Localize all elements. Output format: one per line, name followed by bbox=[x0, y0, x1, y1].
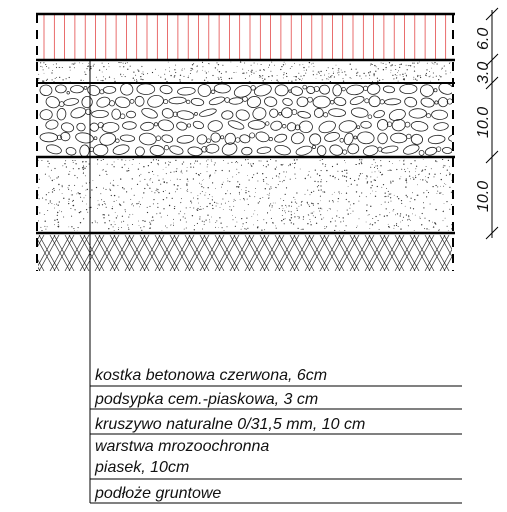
aggregate-layer-stones bbox=[39, 84, 452, 156]
subsoil-layer-crosshatch bbox=[38, 235, 452, 271]
dim-aggregate-thickness: 10.0 bbox=[475, 107, 492, 138]
label-paving: kostka betonowa czerwona, 6cm bbox=[95, 367, 327, 384]
label-frost-line1: warstwa mrozoochronna bbox=[95, 438, 269, 455]
dimension-tick-3 bbox=[485, 76, 499, 90]
frost-layer-sand-stipple bbox=[38, 159, 452, 231]
label-aggregate: kruszywo naturalne 0/31,5 mm, 10 cm bbox=[95, 416, 365, 433]
dim-bedding-thickness: 3.0 bbox=[475, 62, 492, 84]
dimension-tick-1 bbox=[485, 7, 499, 21]
dim-paving-thickness: 6.0 bbox=[475, 28, 492, 50]
label-frost-line2: piasek, 10cm bbox=[94, 459, 189, 476]
dimension-tick-4 bbox=[485, 150, 499, 164]
label-subsoil: podłoże gruntowe bbox=[94, 485, 221, 502]
dimension-tick-5 bbox=[485, 226, 499, 240]
label-bedding: podsypka cem.-piaskowa, 3 cm bbox=[94, 391, 318, 408]
dimension-tick-2 bbox=[485, 53, 499, 67]
bedding-layer-stipple bbox=[38, 61, 451, 82]
dim-frost-thickness: 10.0 bbox=[475, 181, 492, 212]
paving-layer-hatch bbox=[43, 14, 447, 59]
